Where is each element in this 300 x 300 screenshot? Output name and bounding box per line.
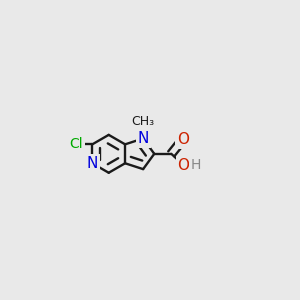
Text: O: O: [178, 158, 190, 173]
Text: Cl: Cl: [69, 137, 83, 151]
Text: N: N: [137, 131, 149, 146]
Text: O: O: [177, 132, 189, 147]
Text: H: H: [191, 158, 201, 172]
Text: N: N: [87, 156, 98, 171]
Text: CH₃: CH₃: [132, 115, 155, 128]
